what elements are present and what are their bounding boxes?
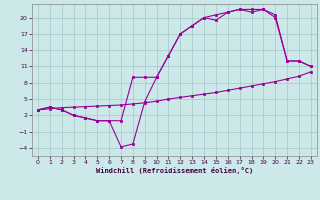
X-axis label: Windchill (Refroidissement éolien,°C): Windchill (Refroidissement éolien,°C) bbox=[96, 167, 253, 174]
